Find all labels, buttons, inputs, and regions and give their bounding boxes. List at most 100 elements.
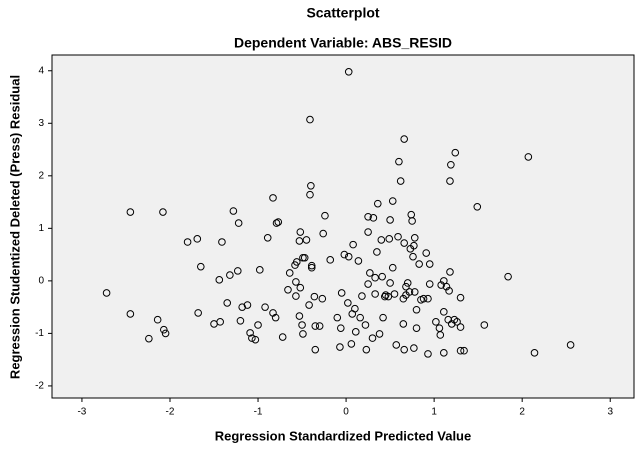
point xyxy=(194,309,202,317)
point xyxy=(271,313,280,322)
point xyxy=(251,335,260,344)
point xyxy=(326,256,335,264)
point xyxy=(274,218,283,226)
point xyxy=(226,271,234,279)
point xyxy=(296,228,305,236)
y-tick-label: 3 xyxy=(38,118,44,129)
point xyxy=(351,304,359,313)
point xyxy=(223,299,232,307)
point xyxy=(390,290,399,298)
point xyxy=(349,240,357,249)
point xyxy=(394,232,402,241)
x-tick-label: 0 xyxy=(343,407,349,418)
point xyxy=(400,345,408,354)
point xyxy=(396,177,405,185)
point xyxy=(456,346,465,355)
point xyxy=(340,250,349,259)
point xyxy=(361,321,370,329)
point xyxy=(371,290,379,298)
point xyxy=(446,268,454,276)
x-tick-label: -1 xyxy=(254,407,263,418)
point xyxy=(307,263,316,272)
point xyxy=(261,303,269,311)
point xyxy=(456,293,465,302)
point xyxy=(299,330,307,338)
point xyxy=(296,283,305,292)
point xyxy=(447,160,455,169)
point xyxy=(145,334,153,343)
point xyxy=(381,291,390,299)
point xyxy=(160,325,168,334)
point xyxy=(392,341,401,349)
point xyxy=(336,343,344,351)
point xyxy=(153,315,162,324)
x-tick-label: -2 xyxy=(166,407,175,418)
point xyxy=(419,294,428,303)
point xyxy=(362,345,371,354)
point xyxy=(386,216,394,224)
point xyxy=(412,305,421,314)
point xyxy=(440,308,448,316)
point xyxy=(460,346,468,355)
point xyxy=(295,237,304,245)
y-tick-label: 0 xyxy=(38,276,44,287)
point xyxy=(306,115,314,124)
point xyxy=(292,292,300,300)
point xyxy=(254,321,262,329)
point xyxy=(386,279,394,287)
chart-subtitle: Dependent Variable: ABS_RESID xyxy=(234,35,452,51)
point xyxy=(284,285,292,294)
point xyxy=(216,318,224,326)
point xyxy=(238,303,246,311)
point xyxy=(255,266,264,274)
point xyxy=(453,318,461,326)
point xyxy=(243,301,252,309)
point xyxy=(347,340,356,348)
point xyxy=(269,194,277,202)
point xyxy=(373,199,382,208)
point xyxy=(126,208,135,216)
x-tick-label: 1 xyxy=(431,407,437,418)
point xyxy=(375,330,384,338)
x-tick-label: 3 xyxy=(607,407,613,418)
point xyxy=(388,197,397,205)
point xyxy=(215,276,224,284)
point xyxy=(424,350,432,358)
point xyxy=(408,217,416,225)
point xyxy=(400,135,408,143)
point xyxy=(451,148,460,157)
point xyxy=(378,272,386,281)
point xyxy=(368,334,377,342)
y-tick-label: 2 xyxy=(38,170,44,181)
point xyxy=(480,321,489,329)
point xyxy=(425,280,434,288)
x-axis-title: Regression Standardized Predicted Value xyxy=(215,428,471,443)
point xyxy=(410,233,419,242)
point xyxy=(333,313,342,322)
y-tick-label: -2 xyxy=(35,381,44,392)
point xyxy=(447,320,456,328)
point xyxy=(307,181,315,190)
point xyxy=(456,323,465,331)
point xyxy=(395,157,403,166)
point xyxy=(295,312,304,320)
point xyxy=(446,177,454,185)
point xyxy=(400,239,408,247)
point xyxy=(530,349,539,357)
point xyxy=(440,349,448,357)
point xyxy=(302,236,311,244)
point xyxy=(388,263,397,272)
point xyxy=(102,289,111,297)
point xyxy=(379,313,387,322)
point xyxy=(344,299,352,307)
point xyxy=(161,329,170,338)
point xyxy=(285,269,294,277)
point xyxy=(436,331,445,339)
point xyxy=(415,260,423,268)
point xyxy=(504,272,512,281)
point xyxy=(425,260,434,268)
point xyxy=(298,321,306,329)
point xyxy=(310,292,319,301)
point xyxy=(351,328,360,336)
